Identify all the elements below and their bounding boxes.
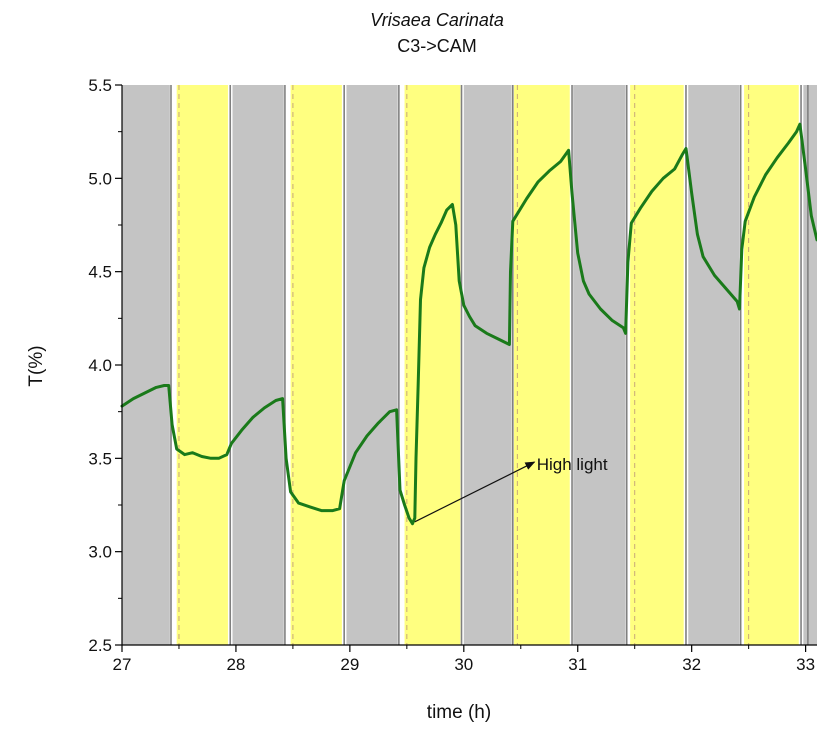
light-period-band-7 xyxy=(513,85,570,645)
annotation: High light xyxy=(414,455,608,523)
y-tick-label-2: 3.5 xyxy=(88,449,112,468)
dark-period-band-4 xyxy=(346,85,398,645)
annotation-text: High light xyxy=(537,455,608,474)
y-tick-label-3: 4.0 xyxy=(88,356,112,375)
series-line-0 xyxy=(120,122,817,526)
background-bands xyxy=(122,85,817,645)
x-tick-label-6: 33 xyxy=(796,655,815,674)
y-tick-label-6: 5.5 xyxy=(88,76,112,95)
dark-period-band-6 xyxy=(463,85,512,645)
period-boundaries xyxy=(170,85,809,645)
annotation-arrow xyxy=(414,461,536,523)
light-period-band-11 xyxy=(744,85,799,645)
y-tick-label-0: 2.5 xyxy=(88,636,112,655)
x-axis-ticks: 27 28 29 30 31 32 33 xyxy=(113,645,815,674)
y-tick-label-1: 3.0 xyxy=(88,543,112,562)
x-tick-label-4: 31 xyxy=(568,655,587,674)
x-tick-label-0: 27 xyxy=(113,655,132,674)
dark-period-band-0 xyxy=(122,85,170,645)
x-tick-label-1: 28 xyxy=(226,655,245,674)
light-period-band-5 xyxy=(404,85,461,645)
light-period-band-3 xyxy=(290,85,342,645)
dark-period-band-8 xyxy=(573,85,626,645)
x-tick-label-3: 30 xyxy=(454,655,473,674)
x-axis-label: time (h) xyxy=(427,702,491,723)
x-tick-label-5: 32 xyxy=(682,655,701,674)
y-tick-label-4: 4.5 xyxy=(88,263,112,282)
x-tick-label-2: 29 xyxy=(340,655,359,674)
y-axis-label: T(%) xyxy=(26,345,47,386)
light-period-band-1 xyxy=(176,85,228,645)
y-axis-ticks: 2.5 3.0 3.5 4.0 4.5 5.0 5.5 xyxy=(88,76,122,655)
y-tick-label-5: 5.0 xyxy=(88,169,112,188)
series-layer xyxy=(120,122,817,526)
chart-subtitle: C3->CAM xyxy=(397,36,477,56)
dark-period-band-2 xyxy=(232,85,284,645)
dark-period-band-10 xyxy=(688,85,740,645)
chart-title: Vrisaea Carinata xyxy=(370,10,504,30)
light-period-band-9 xyxy=(630,85,684,645)
